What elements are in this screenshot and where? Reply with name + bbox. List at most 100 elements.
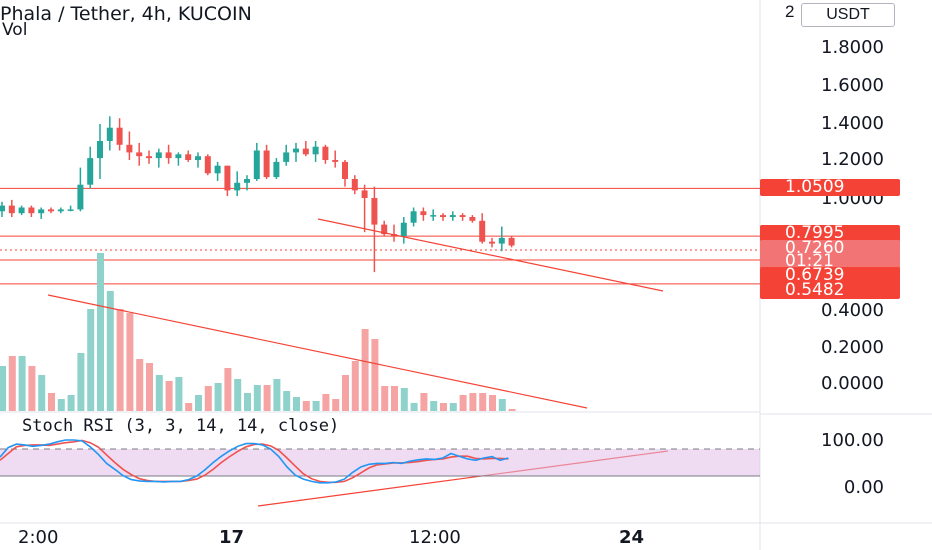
volume-bar [165, 381, 173, 411]
candle-body [48, 209, 54, 212]
volume-bar [410, 403, 418, 411]
volume-bar [204, 386, 212, 411]
candle-body [420, 211, 427, 216]
volume-bar [479, 393, 487, 411]
candle-body [479, 220, 486, 242]
candle-body [0, 205, 5, 212]
candle-body [224, 165, 231, 191]
time-axis-label: 12:00 [409, 527, 461, 548]
candle-body [459, 215, 466, 217]
volume-bar [106, 291, 114, 411]
candle-body [489, 241, 495, 244]
candle-body [342, 161, 348, 179]
price-axis-label: 0.2000 [821, 337, 884, 358]
candle-body [381, 224, 388, 235]
candle-body [38, 209, 45, 214]
candle-body [498, 237, 505, 244]
candle-body [293, 148, 299, 153]
volume-bar [8, 356, 16, 411]
volume-bar [351, 361, 359, 411]
candle-body [440, 215, 446, 217]
currency-button[interactable]: USDT [801, 3, 895, 27]
volume-bar [116, 309, 124, 411]
volume-bar [371, 339, 379, 411]
countdown-tag: 01:21 [760, 253, 900, 270]
volume-bar [28, 366, 36, 411]
candle-body [400, 222, 407, 236]
indicator-axis-label: 0.00 [843, 477, 884, 498]
candle-body [253, 150, 260, 179]
volume-bar [508, 409, 516, 411]
volume-bar [430, 401, 438, 411]
price-tag: 0.7995 [760, 225, 900, 242]
volume-bar [185, 403, 193, 411]
volume-bar [214, 383, 222, 411]
candle-body [332, 160, 339, 162]
candle-body [77, 184, 84, 210]
time-axis-label: 24 [619, 527, 645, 548]
candle-body [214, 165, 221, 174]
volume-bar [283, 391, 291, 411]
candle-body [449, 215, 456, 217]
volume-bar [67, 395, 75, 411]
candle-body [18, 207, 25, 214]
volume-bar [195, 395, 202, 411]
candle-body [28, 207, 35, 214]
stoch-d-line [0, 439, 509, 484]
indicator-axis-label: 100.00 [821, 430, 884, 451]
trend-line [47, 294, 588, 409]
volume-bar [48, 393, 55, 411]
price-tag: 0.5482 [760, 282, 900, 299]
candle-body [351, 179, 358, 191]
volume-label: Vol [2, 20, 28, 40]
volume-bar [469, 393, 477, 411]
volume-bar [126, 313, 134, 411]
candle-body [165, 152, 172, 159]
candle-body [371, 198, 378, 225]
volume-bar [57, 399, 65, 411]
volume-bar [322, 394, 330, 411]
volume-bar [234, 379, 242, 411]
candle-body [322, 146, 329, 160]
volume-bar [18, 356, 26, 411]
volume-bar [77, 353, 85, 411]
price-axis-top-label: 2 [785, 2, 795, 21]
price-axis-label: 1.6000 [821, 75, 884, 96]
volume-bar [97, 253, 104, 411]
candle-body [273, 161, 280, 178]
volume-bar [381, 386, 389, 411]
volume-bar [361, 329, 369, 411]
candle-body [361, 190, 368, 198]
price-axis-label: 0.0000 [821, 373, 884, 394]
volume-bar [155, 375, 163, 411]
candle-body [87, 158, 94, 185]
volume-bar [136, 359, 144, 411]
candle-body [430, 215, 437, 217]
candle-body [106, 127, 113, 141]
candle-body [155, 152, 162, 159]
candle-body [283, 152, 290, 162]
price-axis-label: 1.4000 [821, 113, 884, 134]
candle-body [146, 156, 152, 159]
volume-bar [293, 397, 300, 411]
price-axis-label: 1.2000 [821, 149, 884, 170]
price-axis-label: 0.4000 [821, 300, 884, 321]
volume-bar [498, 399, 506, 411]
candle-body [116, 127, 123, 145]
chart-title: Phala / Tether, 4h, KUCOIN [0, 3, 252, 25]
volume-bar [440, 403, 447, 411]
volume-bar [253, 385, 261, 411]
volume-bar [175, 377, 183, 411]
stoch-k-line [0, 439, 509, 484]
volume-bar [449, 403, 457, 411]
candle-body [410, 211, 417, 223]
volume-bar [302, 401, 310, 411]
candle-body [67, 209, 74, 211]
candle-body [302, 148, 309, 155]
volume-bar [312, 401, 320, 411]
volume-bar [332, 399, 340, 411]
candle-body [57, 209, 64, 212]
volume-bar [342, 375, 349, 411]
